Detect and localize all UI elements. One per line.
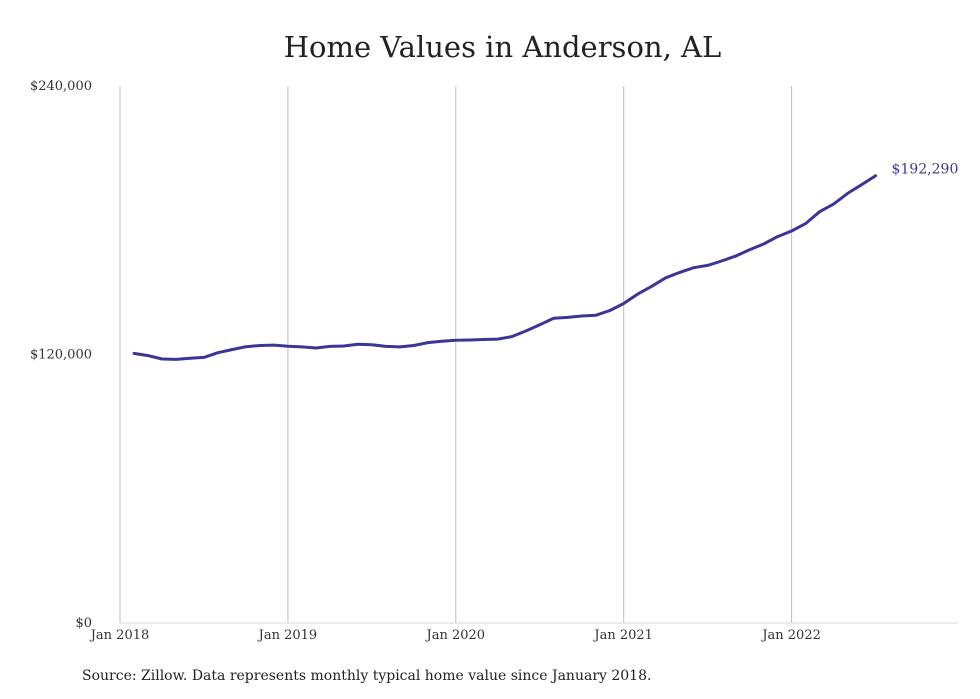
- x-tick-label-1: Jan 2018: [89, 628, 150, 643]
- x-tick-label-5: Jan 2022: [760, 628, 821, 643]
- x-tick-label-3: Jan 2020: [425, 628, 486, 643]
- chart-title: Home Values in Anderson, AL: [283, 30, 722, 64]
- source-note: Source: Zillow. Data represents monthly …: [82, 668, 652, 684]
- y-tick-label-1: $0: [75, 616, 92, 631]
- x-tick-label-4: Jan 2021: [592, 628, 653, 643]
- y-tick-label-2: $120,000: [30, 348, 92, 363]
- end-value-label: $192,290: [892, 162, 959, 178]
- series-line-1: [132, 174, 878, 361]
- x-tick-label-2: Jan 2019: [257, 628, 318, 643]
- y-tick-label-3: $240,000: [30, 79, 92, 94]
